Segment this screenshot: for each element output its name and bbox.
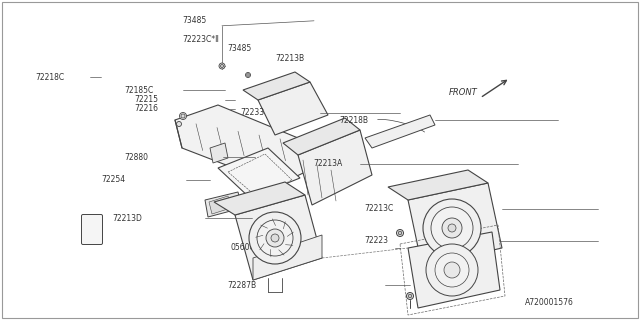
Ellipse shape	[398, 231, 402, 235]
Polygon shape	[388, 170, 488, 200]
Polygon shape	[300, 132, 348, 178]
Text: 72223C*Ⅱ: 72223C*Ⅱ	[182, 35, 220, 44]
Text: 73485: 73485	[227, 44, 252, 53]
Text: FRONT: FRONT	[449, 87, 478, 97]
Text: 72254: 72254	[101, 175, 125, 184]
Polygon shape	[283, 118, 360, 155]
Ellipse shape	[423, 199, 481, 257]
Text: 72223: 72223	[365, 236, 389, 245]
Text: 72213A: 72213A	[314, 159, 343, 168]
Text: 72218B: 72218B	[339, 116, 368, 124]
Text: 72880: 72880	[125, 153, 149, 162]
Polygon shape	[218, 148, 300, 198]
Ellipse shape	[435, 253, 469, 287]
Text: A720001576: A720001576	[525, 298, 573, 307]
Polygon shape	[214, 182, 305, 215]
Ellipse shape	[448, 224, 456, 232]
Ellipse shape	[426, 244, 478, 296]
Polygon shape	[209, 196, 231, 214]
Text: 72216: 72216	[134, 104, 159, 113]
Ellipse shape	[219, 63, 225, 69]
Ellipse shape	[257, 220, 293, 256]
Text: 72233: 72233	[240, 108, 264, 117]
Text: 72218C: 72218C	[35, 73, 65, 82]
Ellipse shape	[177, 122, 182, 126]
Polygon shape	[408, 232, 500, 308]
Ellipse shape	[181, 114, 185, 118]
Ellipse shape	[266, 229, 284, 247]
Text: 72185C: 72185C	[125, 86, 154, 95]
Ellipse shape	[249, 212, 301, 264]
Ellipse shape	[444, 262, 460, 278]
Polygon shape	[408, 183, 502, 266]
Ellipse shape	[271, 234, 279, 242]
Polygon shape	[298, 130, 372, 205]
Ellipse shape	[179, 113, 186, 119]
Ellipse shape	[408, 294, 412, 298]
Text: 0560044: 0560044	[230, 244, 264, 252]
Ellipse shape	[247, 74, 249, 76]
FancyBboxPatch shape	[81, 214, 102, 244]
Polygon shape	[205, 192, 242, 217]
Text: 72215: 72215	[134, 95, 159, 104]
Polygon shape	[210, 143, 228, 163]
Polygon shape	[235, 195, 322, 280]
Ellipse shape	[431, 207, 473, 249]
Ellipse shape	[397, 229, 403, 236]
Text: 72213B: 72213B	[275, 54, 305, 63]
Polygon shape	[253, 235, 322, 280]
Polygon shape	[175, 105, 320, 185]
Text: 72213C: 72213C	[365, 204, 394, 213]
Text: 73485: 73485	[182, 16, 207, 25]
Text: 72287B: 72287B	[227, 281, 257, 290]
Ellipse shape	[406, 292, 413, 300]
Ellipse shape	[442, 218, 462, 238]
Ellipse shape	[246, 73, 250, 77]
Polygon shape	[243, 72, 310, 100]
Text: 72213D: 72213D	[112, 214, 142, 223]
Ellipse shape	[221, 65, 223, 68]
Polygon shape	[365, 115, 435, 148]
Polygon shape	[258, 82, 328, 135]
